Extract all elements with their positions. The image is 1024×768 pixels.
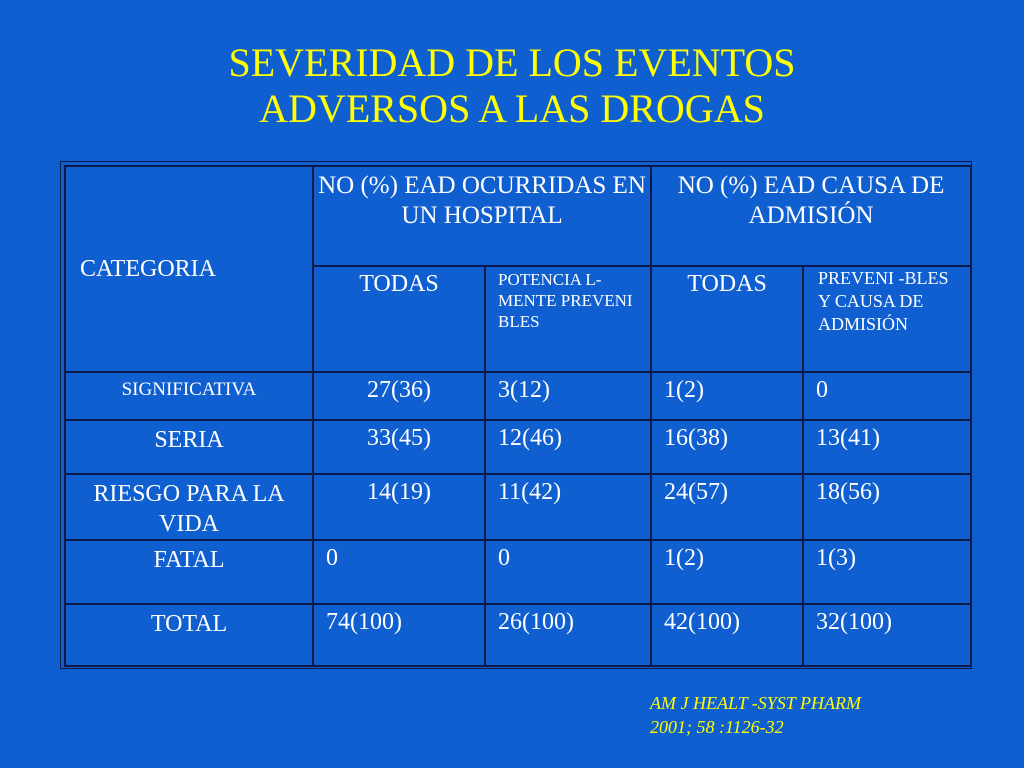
- severity-table-frame: CATEGORIA NO (%) EAD OCURRIDAS EN UN HOS…: [60, 161, 973, 669]
- row-label: SIGNIFICATIVA: [64, 371, 314, 421]
- cell-value: 1(2): [650, 371, 805, 421]
- reference-line1: AM J HEALT -SYST PHARM: [650, 693, 861, 713]
- row-label: SERIA: [64, 419, 314, 475]
- cell-value: 12(46): [483, 419, 653, 475]
- cell-value: 16(38): [650, 419, 805, 475]
- group-header-admission: NO (%) EAD CAUSA DE ADMISIÓN: [650, 165, 973, 267]
- table-row: TOTAL 74(100) 26(100) 42(100) 32(100): [64, 603, 973, 667]
- cell-value: 1(2): [650, 539, 805, 605]
- cell-value: 26(100): [483, 603, 653, 667]
- cell-value: 74(100): [312, 603, 486, 667]
- row-label: FATAL: [64, 539, 314, 605]
- cell-value: 3(12): [483, 371, 653, 421]
- cell-value: 32(100): [802, 603, 973, 667]
- cell-value: 13(41): [802, 419, 973, 475]
- cell-value: 42(100): [650, 603, 805, 667]
- table-row: RIESGO PARA LA VIDA 14(19) 11(42) 24(57)…: [64, 473, 973, 541]
- severity-table: CATEGORIA NO (%) EAD OCURRIDAS EN UN HOS…: [64, 165, 973, 667]
- table-row: FATAL 0 0 1(2) 1(3): [64, 539, 973, 605]
- slide-title-line1: SEVERIDAD DE LOS EVENTOS: [228, 40, 796, 85]
- cell-value: 24(57): [650, 473, 805, 541]
- subheader-admission-preventable: PREVENI -BLES Y CAUSA DE ADMISIÓN: [802, 265, 973, 373]
- cell-value: 18(56): [802, 473, 973, 541]
- table-row: SERIA 33(45) 12(46) 16(38) 13(41): [64, 419, 973, 475]
- cell-value: 1(3): [802, 539, 973, 605]
- subheader-hospital-preventable: POTENCIA L-MENTE PREVENI BLES: [483, 265, 653, 373]
- group-header-hospital: NO (%) EAD OCURRIDAS EN UN HOSPITAL: [311, 165, 653, 267]
- subheader-admission-all: TODAS: [650, 265, 805, 373]
- cell-value: 0: [312, 539, 486, 605]
- cell-value: 14(19): [312, 473, 486, 541]
- cell-value: 27(36): [312, 371, 486, 421]
- category-header: CATEGORIA: [64, 165, 314, 373]
- reference-line2: 2001; 58 :1126-32: [650, 717, 784, 737]
- cell-value: 0: [483, 539, 653, 605]
- row-label: RIESGO PARA LA VIDA: [64, 473, 314, 541]
- cell-value: 11(42): [483, 473, 653, 541]
- slide-title: SEVERIDAD DE LOS EVENTOS ADVERSOS A LAS …: [0, 40, 1024, 132]
- cell-value: 0: [802, 371, 973, 421]
- slide-title-line2: ADVERSOS A LAS DROGAS: [259, 86, 765, 131]
- subheader-hospital-all: TODAS: [312, 265, 486, 373]
- reference-citation: AM J HEALT -SYST PHARM 2001; 58 :1126-32: [650, 691, 861, 739]
- row-label: TOTAL: [64, 603, 314, 667]
- cell-value: 33(45): [312, 419, 486, 475]
- table-row: SIGNIFICATIVA 27(36) 3(12) 1(2) 0: [64, 371, 973, 421]
